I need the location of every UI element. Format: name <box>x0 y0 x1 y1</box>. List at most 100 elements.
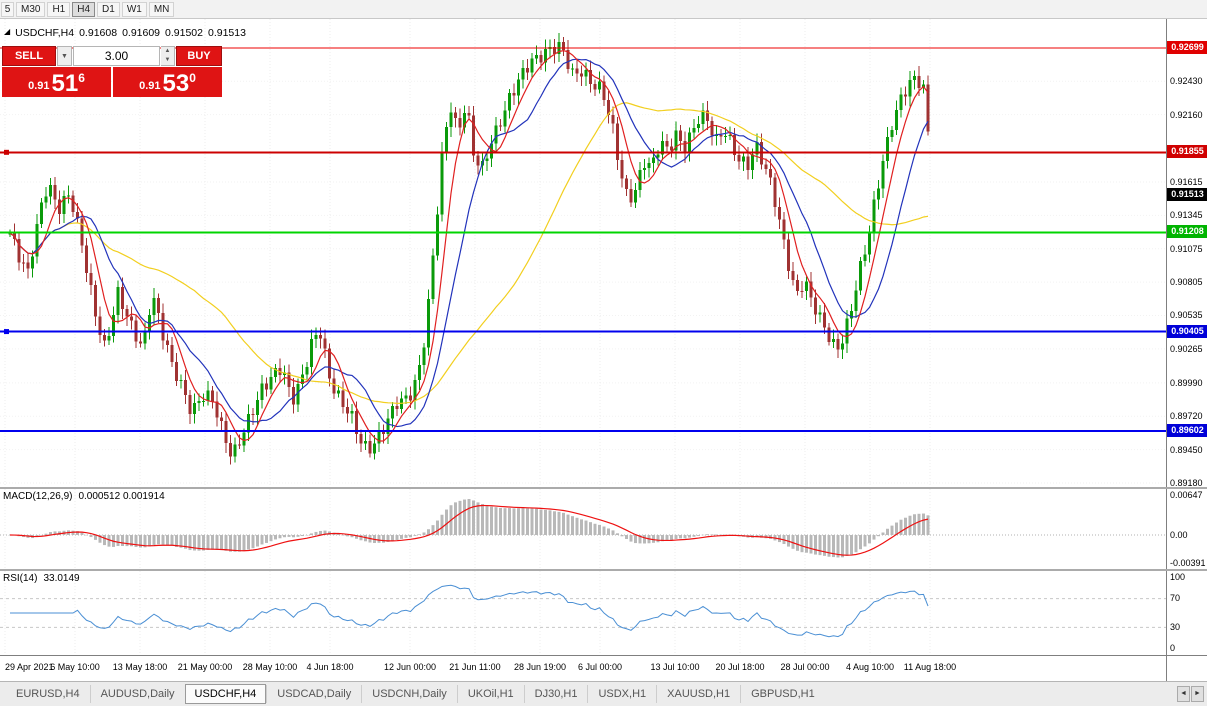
rsi-tick: 30 <box>1170 622 1181 632</box>
price-tick: 0.90805 <box>1170 277 1203 288</box>
chart-symbol-label: USDCHF,H4 <box>15 27 75 39</box>
time-tick: 12 Jun 00:00 <box>383 662 437 672</box>
tab-ukoil-h1[interactable]: UKOil,H1 <box>456 685 524 703</box>
macd-tick: 0.00 <box>1170 530 1188 540</box>
time-tick: 21 Jun 11:00 <box>449 662 501 672</box>
timeframe-mn[interactable]: MN <box>148 1 175 17</box>
ask-pip-digit: 0 <box>189 71 196 85</box>
bid-pip-digit: 6 <box>78 71 85 85</box>
ask-price-display[interactable]: 0.91 53 0 <box>113 67 222 97</box>
tab-scroll-left-icon[interactable]: ◄ <box>1177 686 1190 702</box>
volume-stepper: ▲ ▼ <box>161 46 175 66</box>
current-price-label: 0.91513 <box>1167 187 1207 201</box>
axis-corner <box>1166 655 1207 681</box>
time-tick: 28 Jul 00:00 <box>780 662 830 672</box>
price-tick: 0.90265 <box>1170 343 1203 354</box>
rsi-tick: 70 <box>1170 593 1181 603</box>
bid-prefix: 0.91 <box>28 80 50 92</box>
price-tick: 0.89450 <box>1170 444 1203 455</box>
volume-down-icon[interactable]: ▼ <box>161 56 174 65</box>
time-tick: 4 Jun 18:00 <box>306 662 354 672</box>
sell-button[interactable]: SELL <box>2 46 56 66</box>
hline-price-label: 0.91208 <box>1167 225 1207 239</box>
price-axis[interactable]: 0.92430 0.92160 0.91615 0.91345 0.91075 … <box>1166 19 1207 487</box>
macd-tick: -0.00391 <box>1170 558 1206 568</box>
rsi-indicator-value: 33.0149 <box>43 573 80 584</box>
time-tick: 28 May 10:00 <box>242 662 298 672</box>
price-tick: 0.92160 <box>1170 109 1203 120</box>
timeframe-m5[interactable]: 5 <box>1 1 14 17</box>
price-tick: 0.91615 <box>1170 176 1203 187</box>
timeframe-d1[interactable]: D1 <box>97 1 120 17</box>
macd-canvas[interactable] <box>0 489 1166 569</box>
pane-separator[interactable] <box>0 569 1207 571</box>
tab-audusd-daily[interactable]: AUDUSD,Daily <box>89 685 185 703</box>
timeframe-h1[interactable]: H1 <box>47 1 71 17</box>
chevron-down-icon[interactable]: ▼ <box>57 46 72 66</box>
chart-window-tabs: EURUSD,H4 AUDUSD,Daily USDCHF,H4 USDCAD,… <box>0 681 1207 706</box>
timeframe-h4[interactable]: H4 <box>72 1 96 17</box>
one-click-trading-panel: SELL ▼ ▲ ▼ BUY 0.91 51 6 <box>2 46 222 97</box>
price-tick: 0.89990 <box>1170 377 1203 388</box>
tab-scroll-right-icon[interactable]: ► <box>1191 686 1204 702</box>
tab-xauusd-h1[interactable]: XAUUSD,H1 <box>656 685 740 703</box>
time-tick: 28 Jun 19:00 <box>513 662 567 672</box>
price-chart-canvas[interactable] <box>0 19 1166 487</box>
rsi-tick: 100 <box>1170 572 1186 582</box>
time-tick: 4 Aug 10:00 <box>845 662 895 672</box>
price-tick: 0.89180 <box>1170 477 1203 487</box>
timeframe-w1[interactable]: W1 <box>121 1 147 17</box>
ohlc-low: 0.91502 <box>165 27 203 39</box>
rsi-pane: RSI(14) 33.0149 <box>0 571 1166 655</box>
price-tick: 0.91075 <box>1170 243 1203 254</box>
bid-big-digits: 51 <box>51 70 79 97</box>
tab-usdcnh-daily[interactable]: USDCNH,Daily <box>361 685 457 703</box>
main-chart-pane: ◢ USDCHF,H4 0.91608 0.91609 0.91502 0.91… <box>0 19 1166 487</box>
price-tick: 0.91345 <box>1170 210 1203 221</box>
volume-up-icon[interactable]: ▲ <box>161 47 174 56</box>
tab-usdcad-daily[interactable]: USDCAD,Daily <box>266 685 361 703</box>
pane-separator[interactable] <box>0 487 1207 489</box>
hline-price-label: 0.90405 <box>1167 324 1207 338</box>
ask-big-digits: 53 <box>162 70 190 97</box>
chart-ohlc-overlay: ◢ USDCHF,H4 0.91608 0.91609 0.91502 0.91… <box>4 27 246 39</box>
time-tick: 21 May 00:00 <box>177 662 233 672</box>
timeframe-toolbar: 5 M30 H1 H4 D1 W1 MN <box>0 0 1207 19</box>
time-axis[interactable]: 29 Apr 2021 6 May 10:00 13 May 18:00 21 … <box>0 655 1166 681</box>
timeframe-m30[interactable]: M30 <box>16 1 46 17</box>
hline-price-label: 0.91855 <box>1167 145 1207 159</box>
hline-price-label: 0.89602 <box>1167 423 1207 437</box>
ohlc-close: 0.91513 <box>208 27 246 39</box>
ohlc-high: 0.91609 <box>122 27 161 39</box>
price-tick: 0.92430 <box>1170 76 1203 87</box>
time-tick: 13 May 18:00 <box>112 662 168 672</box>
volume-input[interactable] <box>74 47 159 65</box>
time-tick: 20 Jul 18:00 <box>715 662 765 672</box>
tab-eurusd-h4[interactable]: EURUSD,H4 <box>16 688 80 700</box>
price-tick: 0.89720 <box>1170 411 1203 422</box>
ohlc-open: 0.91608 <box>79 27 118 39</box>
time-tick: 11 Aug 18:00 <box>903 662 957 672</box>
macd-indicator-values: 0.000512 0.001914 <box>78 491 165 502</box>
tab-dj30-h1[interactable]: DJ30,H1 <box>523 685 588 703</box>
time-tick: 29 Apr 2021 <box>5 662 54 672</box>
buy-button[interactable]: BUY <box>176 46 222 66</box>
macd-indicator-label: MACD(12,26,9) <box>3 491 73 502</box>
rsi-canvas[interactable] <box>0 571 1166 655</box>
tab-usdx-h1[interactable]: USDX,H1 <box>587 685 656 703</box>
chart-symbol-icon: ◢ <box>4 27 11 36</box>
time-tick: 6 Jul 00:00 <box>577 662 623 672</box>
tab-gbpusd-h1[interactable]: GBPUSD,H1 <box>740 685 825 703</box>
rsi-indicator-label: RSI(14) <box>3 573 38 584</box>
time-tick: 13 Jul 10:00 <box>650 662 700 672</box>
price-tick: 0.90535 <box>1170 310 1203 321</box>
rsi-tick: 0 <box>1170 643 1176 653</box>
macd-axis[interactable]: 0.00647 0.00 -0.00391 <box>1166 489 1207 569</box>
tab-usdchf-h4[interactable]: USDCHF,H4 <box>184 684 267 704</box>
macd-pane: MACD(12,26,9) 0.000512 0.001914 <box>0 489 1166 569</box>
macd-tick: 0.00647 <box>1170 490 1203 500</box>
ask-prefix: 0.91 <box>139 80 161 92</box>
rsi-axis[interactable]: 100 70 30 0 <box>1166 571 1207 655</box>
bid-price-display[interactable]: 0.91 51 6 <box>2 67 111 97</box>
